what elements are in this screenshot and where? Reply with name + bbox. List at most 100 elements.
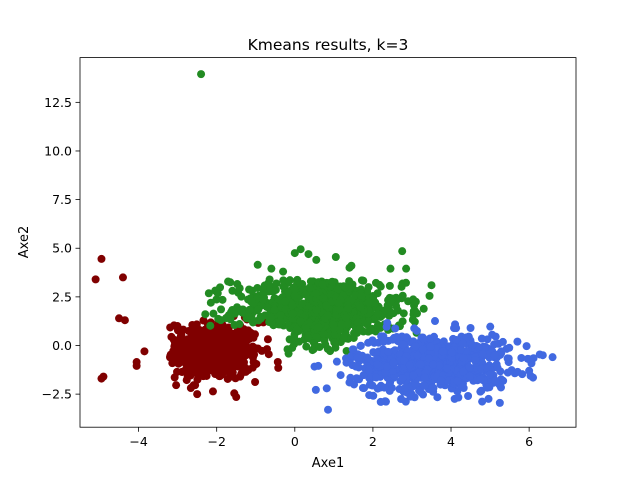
data-point <box>525 366 534 375</box>
data-point <box>213 289 222 298</box>
data-point <box>454 393 463 402</box>
data-point <box>271 285 280 294</box>
data-point <box>389 358 398 367</box>
data-point <box>276 311 285 320</box>
data-point <box>383 318 392 327</box>
data-point <box>411 342 420 351</box>
data-point <box>435 361 444 370</box>
data-point <box>355 325 364 334</box>
data-point <box>476 375 485 384</box>
data-point <box>385 281 394 290</box>
x-tick-label: 0 <box>291 434 299 449</box>
data-point <box>253 260 262 269</box>
data-point <box>349 345 358 354</box>
data-point <box>447 348 456 357</box>
data-point <box>193 363 202 372</box>
data-point <box>402 264 411 273</box>
data-point <box>235 320 244 329</box>
data-point <box>410 317 419 326</box>
data-point <box>513 337 522 346</box>
data-point <box>359 276 368 285</box>
data-point <box>386 264 395 273</box>
y-axis: −2.5 0.0 2.5 5.0 7.5 10.0 12.5 <box>42 95 80 402</box>
data-point <box>452 336 461 345</box>
data-point <box>385 311 394 320</box>
data-point <box>363 353 372 362</box>
x-tick-label: 4 <box>447 434 455 449</box>
data-point <box>281 297 290 306</box>
data-point <box>380 383 389 392</box>
data-point <box>372 373 381 382</box>
data-point <box>91 275 100 284</box>
data-point <box>476 387 485 396</box>
data-point <box>224 353 233 362</box>
x-tick-label: 6 <box>525 434 533 449</box>
data-point <box>250 350 259 359</box>
data-point <box>365 366 373 375</box>
data-point <box>368 381 377 390</box>
data-point <box>175 345 184 354</box>
data-point <box>322 301 331 310</box>
data-point <box>217 305 226 314</box>
data-point <box>212 328 221 337</box>
data-point <box>290 249 299 258</box>
data-point <box>384 347 393 356</box>
data-point <box>459 367 468 376</box>
data-point <box>241 351 250 360</box>
data-point <box>538 351 547 360</box>
data-point <box>264 350 273 359</box>
data-point <box>374 309 382 318</box>
data-point <box>140 347 149 356</box>
data-point <box>312 255 321 264</box>
data-point <box>290 291 299 300</box>
data-point <box>232 393 241 402</box>
data-point <box>420 373 429 382</box>
data-point <box>341 283 350 292</box>
data-point <box>330 338 339 347</box>
data-point <box>488 330 497 339</box>
data-point <box>225 333 234 342</box>
data-point <box>248 363 257 372</box>
data-point <box>254 305 263 314</box>
x-tick-label: −2 <box>207 434 225 449</box>
data-point <box>218 363 227 372</box>
data-point <box>213 368 222 377</box>
data-point <box>184 327 193 335</box>
data-point <box>443 364 452 373</box>
data-point <box>478 350 487 359</box>
data-point <box>290 285 299 294</box>
data-point <box>208 387 217 396</box>
data-point <box>364 283 373 292</box>
data-point <box>314 323 323 332</box>
data-point <box>183 335 192 344</box>
data-point <box>380 336 389 345</box>
data-point <box>331 252 340 261</box>
data-point <box>249 333 258 342</box>
data-point <box>292 325 301 334</box>
data-point <box>323 311 332 320</box>
data-point <box>320 336 329 345</box>
data-point <box>218 295 227 304</box>
data-point <box>373 320 382 329</box>
data-point <box>429 360 438 369</box>
data-point <box>318 280 327 289</box>
data-point <box>415 386 424 395</box>
data-point <box>171 336 180 345</box>
data-point <box>236 372 245 381</box>
data-point <box>401 397 410 406</box>
data-point <box>290 333 299 342</box>
data-point <box>456 345 465 354</box>
data-point <box>200 336 209 345</box>
data-point <box>498 337 507 346</box>
data-point <box>193 390 202 399</box>
data-point <box>172 381 181 390</box>
data-point <box>118 273 127 282</box>
data-point <box>244 311 253 320</box>
data-point <box>392 302 401 311</box>
data-point <box>367 326 376 335</box>
data-point <box>465 372 474 381</box>
data-point <box>324 405 332 414</box>
data-point <box>397 282 406 291</box>
data-point <box>120 316 129 325</box>
data-point <box>235 284 244 293</box>
